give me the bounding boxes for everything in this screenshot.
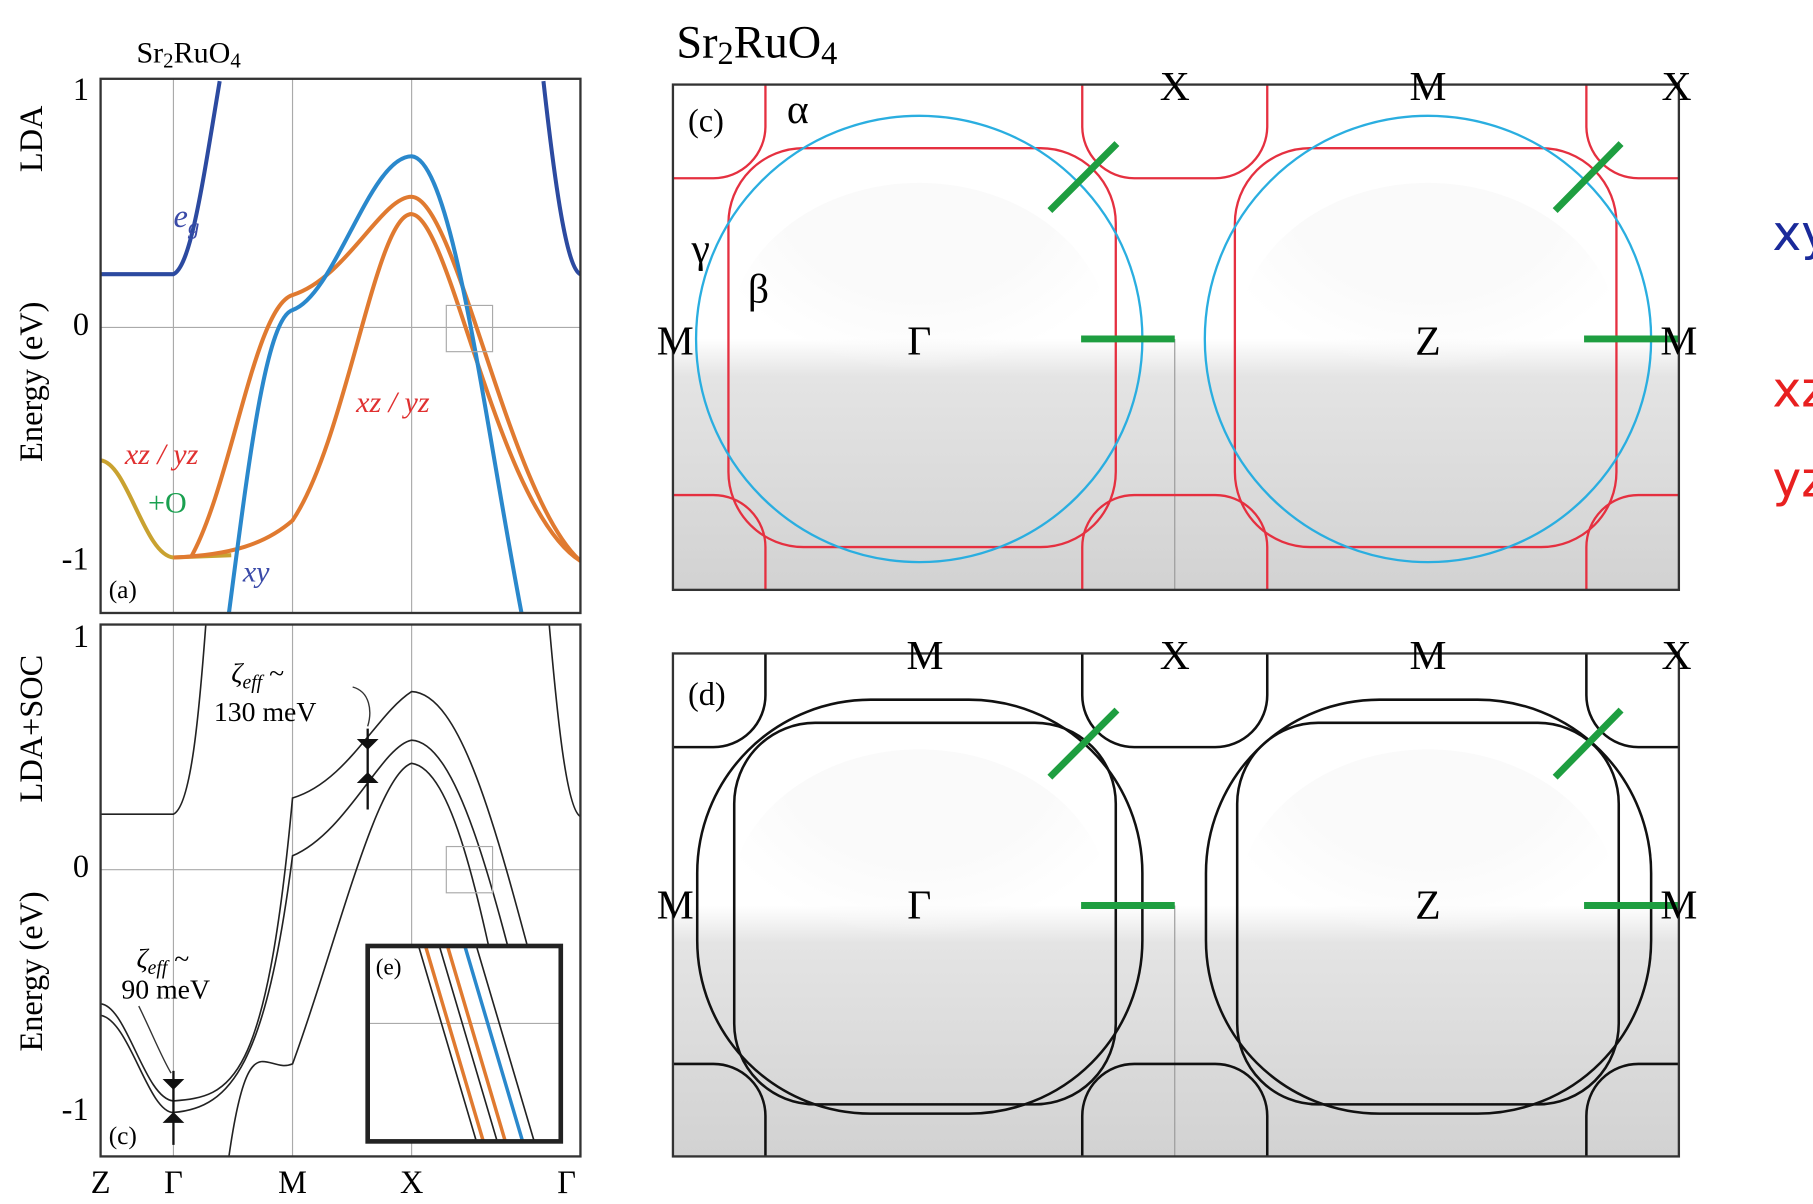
point-label: X — [1662, 64, 1692, 110]
point-label: X — [1160, 64, 1190, 110]
x-tick-label: Γ — [557, 1165, 576, 1201]
y-tick-label: 1 — [73, 619, 89, 655]
panel-label: (a) — [109, 575, 137, 604]
point-label: X — [1662, 633, 1692, 679]
point-label: Γ — [907, 318, 931, 364]
point-label: M — [1409, 633, 1446, 679]
band-label: eg — [173, 199, 199, 240]
bands — [101, 81, 581, 619]
point-label: M — [1660, 883, 1697, 929]
y-tick-label: 1 — [73, 72, 89, 108]
y-tick-label: -1 — [62, 542, 89, 578]
panel-soc: 1 0 -1 LDA+SOC Energy (eV) (c) ζeff ~ 13… — [14, 619, 580, 1156]
panel-label: (c) — [688, 103, 724, 139]
point-label: Γ — [907, 883, 931, 929]
title: Sr2RuO4 — [676, 17, 837, 72]
sheet-label: γ — [690, 226, 709, 272]
point-label: Z — [1415, 318, 1440, 364]
sheet-label: β — [748, 266, 769, 312]
band-label: xz / yz — [355, 385, 430, 419]
point-label: M — [907, 633, 944, 679]
sheet-label: α — [787, 87, 809, 133]
arrows — [165, 729, 375, 1145]
point-label: M — [1409, 64, 1446, 110]
point-label: X — [1160, 633, 1190, 679]
axis-label: Energy (eV) — [14, 302, 50, 462]
row-label: LDA+SOC — [14, 655, 50, 803]
point-label: M — [1660, 318, 1697, 364]
band-label: xy — [242, 555, 270, 589]
row-label: LDA — [14, 105, 50, 172]
fermi-surface-d: (d) M X M X M Γ Z M — [580, 560, 1771, 1204]
y-tick-label: -1 — [62, 1092, 89, 1128]
band-eg — [543, 81, 580, 274]
panel-label: (d) — [688, 677, 726, 713]
figure: Sr2RuO4 1 0 -1 LDA Energy (eV) (a) eg xz… — [0, 0, 1813, 1204]
y-tick-label: 0 — [73, 849, 89, 885]
x-tick-label: X — [400, 1165, 423, 1201]
axis-label: Energy (eV) — [14, 891, 50, 1051]
point-label: Z — [1415, 883, 1440, 929]
band-eg — [101, 81, 220, 274]
y-tick-label: 0 — [73, 307, 89, 343]
legend-item: xz — [1773, 362, 1813, 418]
panel-label: (e) — [376, 954, 402, 980]
x-tick-label: Z — [91, 1165, 111, 1201]
band-label: xz / yz — [124, 437, 199, 471]
legend-item: yz — [1773, 452, 1813, 508]
title: Sr2RuO4 — [136, 36, 241, 73]
annotation: 130 meV — [214, 697, 317, 728]
annotation: 90 meV — [121, 975, 210, 1006]
annotation: ζeff ~ — [231, 659, 284, 693]
annotation: ζeff ~ — [136, 945, 189, 979]
point-label: M — [657, 318, 694, 364]
fermi-surface-c: (c) X M X M Γ Z M α γ β — [580, 0, 1771, 682]
point-label: M — [657, 883, 694, 929]
band-label: +O — [148, 485, 187, 519]
page: {"left_title":["Sr","2","RuO","4"], "pan… — [0, 0, 1813, 1204]
x-tick-label: M — [278, 1165, 307, 1201]
panel-a: 1 0 -1 LDA Energy (eV) (a) eg xz / yz xz… — [14, 72, 580, 619]
panel-label: (c) — [109, 1121, 137, 1150]
x-tick-label: Γ — [164, 1165, 183, 1201]
legend-item: xy — [1773, 206, 1813, 262]
